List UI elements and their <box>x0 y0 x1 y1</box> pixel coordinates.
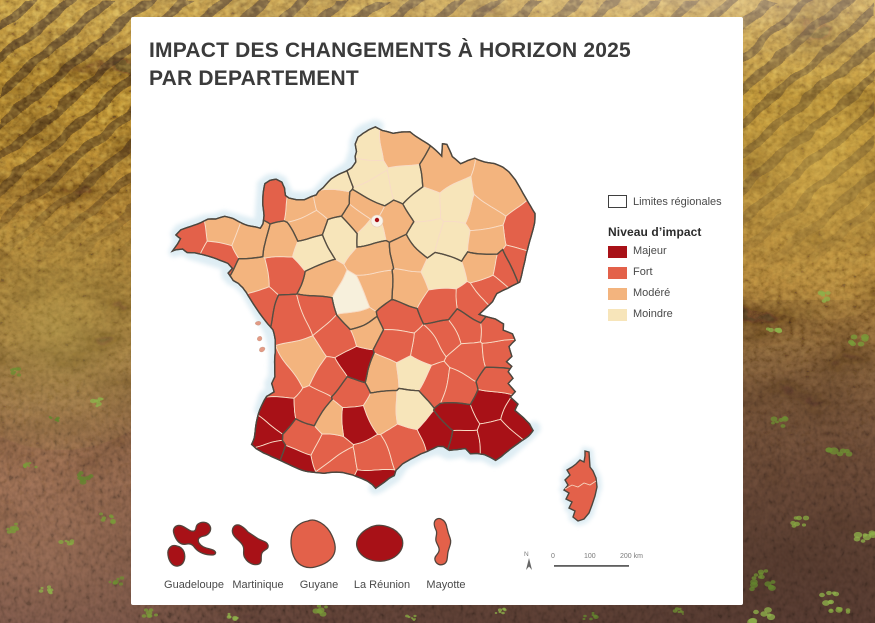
svg-text:Martinique: Martinique <box>232 579 283 591</box>
svg-text:Mayotte: Mayotte <box>426 579 465 591</box>
svg-text:Guyane: Guyane <box>300 579 339 591</box>
svg-text:0: 0 <box>551 553 555 560</box>
svg-text:100: 100 <box>584 553 596 560</box>
svg-text:200 km: 200 km <box>620 553 643 560</box>
svg-text:N: N <box>524 551 529 558</box>
svg-text:Guadeloupe: Guadeloupe <box>164 579 224 591</box>
svg-text:La Réunion: La Réunion <box>354 579 410 591</box>
